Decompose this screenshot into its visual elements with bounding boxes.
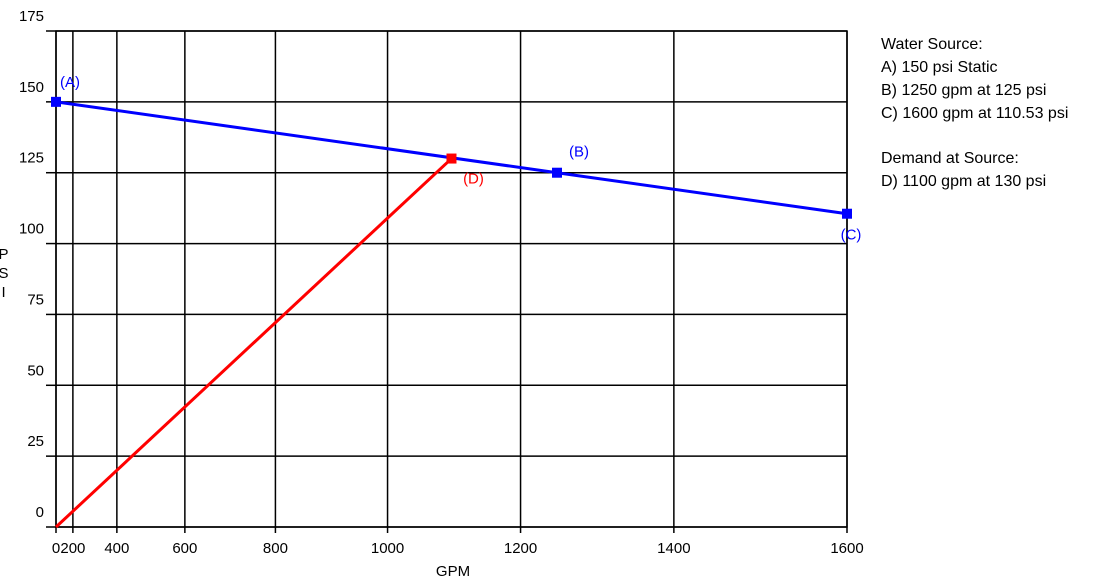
y-tick-label: 25 bbox=[27, 433, 44, 450]
point-label: (C) bbox=[841, 227, 862, 244]
y-tick-label: 75 bbox=[27, 291, 44, 308]
point-label: (B) bbox=[569, 144, 589, 161]
note-text: A) 150 psi Static bbox=[881, 59, 998, 76]
series-line bbox=[54, 157, 453, 529]
y-tick-label: 100 bbox=[19, 221, 44, 238]
point-marker bbox=[51, 96, 61, 107]
x-tick-label: 0 bbox=[52, 540, 60, 557]
note-text: D) 1100 gpm at 130 psi bbox=[881, 173, 1046, 190]
x-tick-label: 200 bbox=[60, 540, 85, 557]
x-tick-label: 1600 bbox=[830, 540, 863, 557]
x-tick-label: 1400 bbox=[657, 540, 690, 557]
x-axis-label: GPM bbox=[436, 563, 470, 580]
plot-frame bbox=[55, 30, 848, 528]
y-tick-label: 150 bbox=[19, 79, 44, 96]
y-tick-label: 50 bbox=[27, 362, 44, 379]
point-marker bbox=[842, 208, 852, 219]
x-tick-label: 1200 bbox=[504, 540, 537, 557]
x-tick-label: 600 bbox=[172, 540, 197, 557]
point-label: (A) bbox=[60, 74, 80, 91]
y-tick-label: 0 bbox=[36, 504, 44, 521]
point-marker bbox=[446, 153, 457, 164]
y-tick-label: 175 bbox=[19, 8, 44, 25]
x-tick-label: 1000 bbox=[371, 540, 404, 557]
note-text: C) 1600 gpm at 110.53 psi bbox=[881, 105, 1068, 122]
x-tick-label: 800 bbox=[263, 540, 288, 557]
note-text: Water Source: bbox=[881, 36, 983, 53]
note-text: Demand at Source: bbox=[881, 150, 1019, 167]
y-axis-label: PSI bbox=[0, 246, 12, 303]
x-tick-label: 400 bbox=[104, 540, 129, 557]
note-text: B) 1250 gpm at 125 psi bbox=[881, 82, 1046, 99]
point-label: (D) bbox=[463, 171, 484, 188]
y-tick-label: 125 bbox=[19, 150, 44, 167]
point-marker bbox=[552, 167, 563, 178]
